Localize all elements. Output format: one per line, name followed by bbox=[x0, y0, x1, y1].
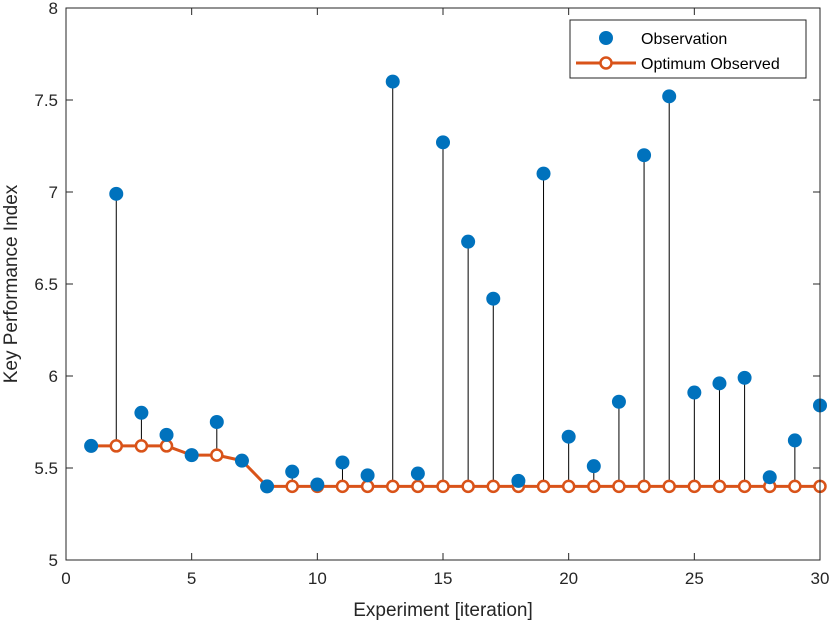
optimum-point-15 bbox=[436, 479, 450, 494]
observation-point-15 bbox=[436, 135, 450, 150]
y-tick-label-5.5: 5.5 bbox=[34, 459, 58, 478]
x-tick-label-10: 10 bbox=[308, 569, 327, 588]
optimum-point-24 bbox=[662, 479, 676, 494]
observation-point-26 bbox=[712, 376, 727, 391]
observation-point-16 bbox=[461, 234, 476, 249]
y-tick-label-8: 8 bbox=[49, 0, 58, 18]
observation-point-4 bbox=[159, 427, 174, 442]
optimum-point-25 bbox=[687, 479, 702, 494]
optimum-point-16 bbox=[461, 479, 475, 494]
legend: Observation Optimum Observed bbox=[569, 19, 807, 79]
optimum-point-20 bbox=[561, 479, 576, 494]
y-tick-label-7.5: 7.5 bbox=[34, 91, 58, 110]
optimum-point-17 bbox=[486, 479, 501, 494]
optimum-point-11 bbox=[335, 479, 350, 494]
observation-point-10 bbox=[310, 477, 325, 492]
legend-observation-label: Observation bbox=[641, 31, 727, 48]
optimum-point-12 bbox=[360, 479, 375, 494]
optimum-point-21 bbox=[587, 479, 601, 494]
observation-point-1 bbox=[84, 438, 99, 453]
x-axis-label: Experiment [iteration] bbox=[353, 600, 533, 621]
observation-point-2 bbox=[109, 186, 124, 201]
optimum-point-6 bbox=[210, 448, 224, 462]
observation-series bbox=[84, 74, 827, 494]
observation-point-19 bbox=[536, 166, 551, 181]
observation-point-21 bbox=[586, 459, 601, 474]
optimum-point-29 bbox=[788, 479, 802, 494]
x-tick-label-0: 0 bbox=[61, 569, 70, 588]
x-tick-label-20: 20 bbox=[559, 569, 578, 588]
observation-point-13 bbox=[385, 74, 400, 89]
observation-point-17 bbox=[486, 291, 501, 306]
observation-point-27 bbox=[737, 370, 752, 385]
y-axis-label: Key Performance Index bbox=[1, 184, 22, 383]
legend-observation-marker bbox=[599, 31, 613, 45]
observation-point-12 bbox=[360, 468, 375, 483]
observation-point-8 bbox=[260, 479, 275, 494]
y-axis-ticks: 5 5.5 6 6.5 7 7.5 8 bbox=[34, 0, 820, 570]
observation-point-28 bbox=[762, 470, 777, 485]
y-tick-label-5: 5 bbox=[49, 551, 58, 570]
legend-optimum-marker bbox=[599, 56, 613, 70]
optimum-point-9 bbox=[285, 479, 299, 494]
observation-point-29 bbox=[787, 433, 802, 448]
y-tick-label-6: 6 bbox=[49, 367, 58, 386]
optimum-point-4 bbox=[159, 439, 174, 453]
observation-point-23 bbox=[637, 148, 652, 163]
observation-point-9 bbox=[285, 464, 300, 479]
optimum-point-27 bbox=[737, 479, 752, 494]
optimum-point-26 bbox=[712, 479, 727, 494]
optimum-point-22 bbox=[612, 479, 626, 494]
observation-point-24 bbox=[662, 89, 677, 104]
x-tick-label-30: 30 bbox=[811, 569, 830, 588]
observation-point-22 bbox=[611, 394, 626, 409]
legend-optimum-label: Optimum Observed bbox=[641, 56, 780, 73]
optimum-point-13 bbox=[385, 479, 400, 494]
observation-point-25 bbox=[687, 385, 702, 400]
optimum-point-3 bbox=[134, 439, 149, 453]
x-tick-label-5: 5 bbox=[187, 569, 196, 588]
x-tick-label-15: 15 bbox=[434, 569, 453, 588]
x-tick-label-25: 25 bbox=[685, 569, 704, 588]
observation-point-6 bbox=[209, 415, 224, 429]
y-tick-label-6.5: 6.5 bbox=[34, 275, 58, 294]
observation-point-20 bbox=[561, 429, 576, 444]
optimum-point-19 bbox=[536, 479, 551, 494]
x-axis-ticks: 0 5 10 15 20 25 30 bbox=[61, 8, 829, 588]
observation-point-5 bbox=[184, 448, 199, 463]
observation-point-11 bbox=[335, 455, 350, 470]
optimum-point-23 bbox=[637, 479, 651, 494]
y-tick-label-7: 7 bbox=[49, 183, 58, 202]
observation-point-7 bbox=[234, 453, 249, 468]
observation-point-14 bbox=[410, 466, 425, 481]
optimum-point-14 bbox=[411, 479, 425, 494]
optimum-point-2 bbox=[109, 439, 124, 453]
observation-point-3 bbox=[134, 405, 149, 420]
observation-point-18 bbox=[511, 473, 526, 488]
